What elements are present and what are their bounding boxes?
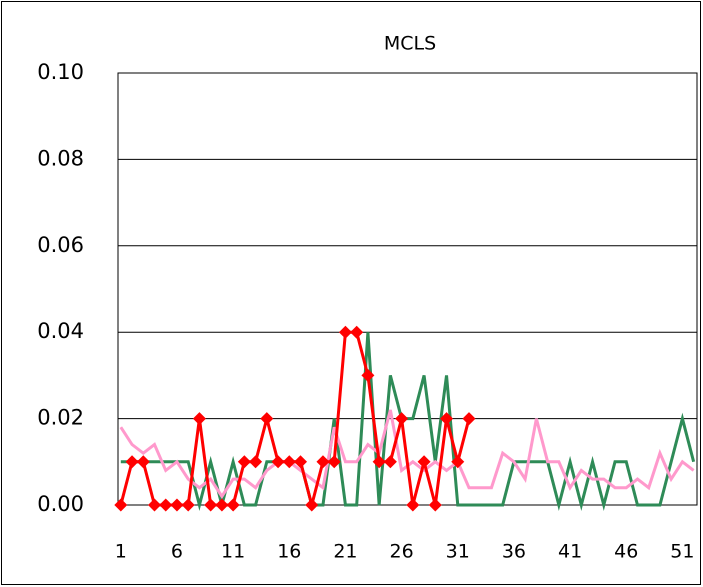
y-tick-label: 0.08 [37,146,84,170]
x-tick-label: 21 [333,541,357,563]
data-point [114,498,128,512]
data-point [361,368,375,382]
plot-area [117,72,698,506]
x-tick-label: 16 [277,541,301,563]
y-tick-label: 0.02 [37,406,84,430]
data-point [428,498,442,512]
x-tick-label: 26 [390,541,414,563]
data-point [170,498,184,512]
data-point [125,455,139,469]
data-point [395,412,409,426]
data-point [237,455,251,469]
data-point [271,455,285,469]
data-point [204,498,218,512]
y-tick-label: 0.06 [37,233,84,257]
x-tick-label: 11 [221,541,245,563]
data-point [406,498,420,512]
data-point [181,498,195,512]
data-point [462,412,476,426]
data-point [215,498,229,512]
data-point [350,325,364,339]
data-point [294,455,308,469]
x-tick-label: 51 [670,541,694,563]
data-point [383,455,397,469]
data-point [338,325,352,339]
data-point [136,455,150,469]
data-point [305,498,319,512]
data-point [192,412,206,426]
data-point [260,412,274,426]
x-tick-label: 6 [171,541,183,563]
data-point [316,455,330,469]
y-tick-label: 0.00 [37,492,84,516]
x-tick-label: 36 [502,541,526,563]
x-tick-label: 46 [614,541,638,563]
chart-title: MCLS [384,33,436,55]
data-point [417,455,431,469]
x-tick-label: 41 [558,541,582,563]
data-point [451,455,465,469]
data-point [440,412,454,426]
data-point [226,498,240,512]
data-point [327,455,341,469]
data-point [372,455,386,469]
y-tick-label: 0.10 [37,60,84,84]
x-tick-label: 1 [115,541,127,563]
data-point [159,498,173,512]
data-point [249,455,263,469]
data-point [148,498,162,512]
y-tick-label: 0.04 [37,319,84,343]
x-tick-label: 31 [446,541,470,563]
data-point [282,455,296,469]
